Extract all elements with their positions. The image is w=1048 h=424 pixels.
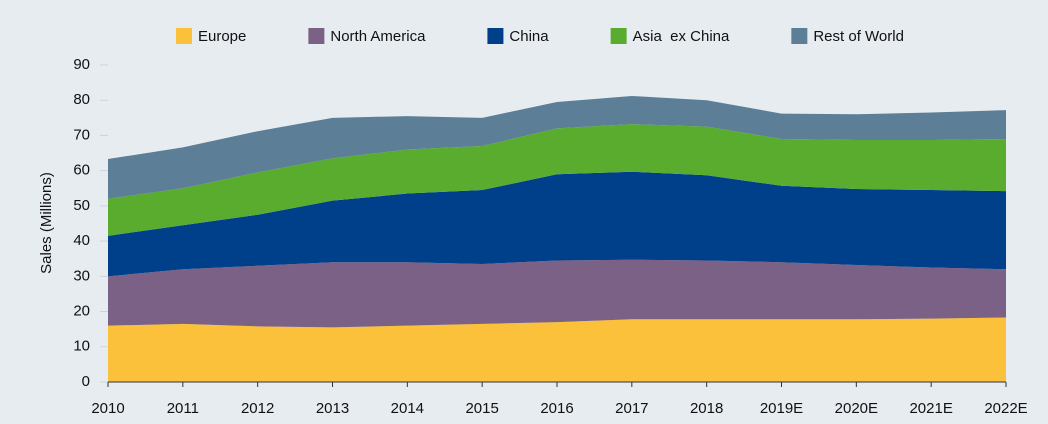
area [108, 259, 1006, 328]
x-tick-label: 2019E [760, 400, 803, 417]
area [108, 124, 1006, 236]
legend-label: Rest of World [813, 28, 904, 45]
x-tick-label: 2012 [241, 400, 274, 417]
x-tick-label: 2020E [835, 400, 878, 417]
y-tick-label: 80 [73, 91, 90, 108]
x-tick-label: 2010 [91, 400, 124, 417]
x-tick-label: 2022E [984, 400, 1027, 417]
legend-swatch [176, 28, 192, 44]
legend-swatch [487, 28, 504, 44]
legend-label: North America [330, 28, 426, 45]
y-tick-label: 10 [73, 338, 90, 355]
x-tick-label: 2018 [690, 400, 723, 417]
y-axis-label: Sales (Millions) [38, 172, 55, 274]
y-tick-label: 40 [73, 232, 90, 249]
x-tick-label: 2015 [465, 400, 498, 417]
y-tick-label: 70 [73, 126, 90, 143]
area [108, 171, 1006, 277]
y-tick-label: 20 [73, 303, 90, 320]
legend-label: Asia ex China [633, 28, 730, 45]
y-tick-label: 90 [73, 56, 90, 73]
x-tick-label: 2016 [540, 400, 573, 417]
legend-label: China [509, 28, 549, 45]
area [108, 95, 1006, 199]
x-tick-label: 2021E [909, 400, 952, 417]
area [108, 317, 1006, 382]
y-tick-label: 0 [82, 373, 90, 390]
x-tick-label: 2011 [167, 400, 199, 417]
x-tick-label: 2014 [391, 400, 424, 417]
y-tick-label: 60 [73, 162, 90, 179]
y-tick-label: 30 [73, 267, 90, 284]
legend-label: Europe [198, 28, 246, 45]
legend-swatch [791, 28, 808, 44]
legend-swatch [308, 28, 325, 44]
x-tick-label: 2017 [615, 400, 648, 417]
legend-swatch [610, 28, 627, 44]
y-tick-label: 50 [73, 197, 90, 214]
x-tick-label: 2013 [316, 400, 349, 417]
